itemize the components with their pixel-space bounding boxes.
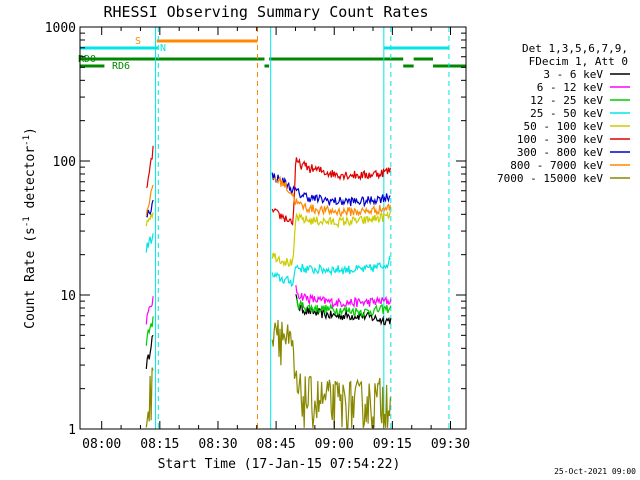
legend-label-3: 25 - 50 keV xyxy=(530,107,603,120)
plot-frame xyxy=(79,26,467,430)
series-5-seg1 xyxy=(145,145,154,188)
y-tick-label-3: 1000 xyxy=(45,21,76,36)
x-axis-label: Start Time (17-Jan-15 07:54:22) xyxy=(158,457,401,472)
x-tick-label-3: 08:45 xyxy=(257,437,296,452)
series-0-seg1 xyxy=(145,334,154,369)
flag-label-rd0: RD0 xyxy=(78,54,96,65)
generated-timestamp: 25-Oct-2021 09:00 xyxy=(554,467,636,476)
legend-label-6: 300 - 800 keV xyxy=(517,146,603,159)
series-1-seg2 xyxy=(295,285,392,309)
legend-label-7: 800 - 7000 keV xyxy=(510,159,603,172)
flag-label-n: N xyxy=(160,43,166,54)
legend-header-line-1: Det 1,3,5,6,7,9, xyxy=(522,42,628,55)
series-7-seg1 xyxy=(145,184,154,216)
marker-lines xyxy=(155,27,450,429)
x-tick-label-5: 09:15 xyxy=(373,437,412,452)
series-4-seg1 xyxy=(145,212,154,227)
series-4-seg2 xyxy=(271,210,391,268)
y-tick-label-2: 100 xyxy=(53,155,76,170)
flag-bars: S N RD0 RD6 xyxy=(78,36,466,72)
series-1-seg1 xyxy=(145,296,154,325)
series-5-seg2 xyxy=(271,157,391,226)
flag-label-rd6: RD6 xyxy=(112,61,130,72)
legend-label-4: 50 - 100 keV xyxy=(524,120,604,133)
y-axis-ticks: 1 10 100 1000 xyxy=(45,21,466,438)
series-2-seg1 xyxy=(145,316,154,346)
series-8-seg1 xyxy=(145,367,154,428)
series-2-seg2 xyxy=(295,298,392,318)
flag-label-s: S xyxy=(135,36,141,47)
legend-label-5: 100 - 300 keV xyxy=(517,133,603,146)
series-7-seg2 xyxy=(272,175,391,218)
series-3-seg2 xyxy=(271,255,391,288)
x-tick-label-2: 08:30 xyxy=(198,437,237,452)
x-tick-label-0: 08:00 xyxy=(82,437,121,452)
y-axis-label: Count Rate (s-1 detector-1) xyxy=(22,127,38,329)
x-axis-ticks: 08:00 08:15 08:30 08:45 09:00 09:15 09:30 xyxy=(82,27,470,452)
legend-header-line-2: FDecim 1, Att 0 xyxy=(529,55,628,68)
chart-title: RHESSI Observing Summary Count Rates xyxy=(103,3,428,21)
y-tick-label-0: 1 xyxy=(68,423,76,438)
legend-label-1: 6 - 12 keV xyxy=(537,81,604,94)
x-tick-label-4: 09:00 xyxy=(315,437,354,452)
data-series xyxy=(145,145,392,429)
legend-label-0: 3 - 6 keV xyxy=(543,68,603,81)
series-6-seg2 xyxy=(271,172,391,208)
x-tick-label-6: 09:30 xyxy=(431,437,470,452)
series-3-seg1 xyxy=(145,233,154,253)
x-tick-label-1: 08:15 xyxy=(140,437,179,452)
series-8-seg2 xyxy=(271,319,391,429)
legend-label-2: 12 - 25 keV xyxy=(530,94,603,107)
series-6-seg1 xyxy=(146,199,154,218)
y-tick-label-1: 10 xyxy=(60,289,76,304)
legend-label-8: 7000 - 15000 keV xyxy=(497,172,603,185)
